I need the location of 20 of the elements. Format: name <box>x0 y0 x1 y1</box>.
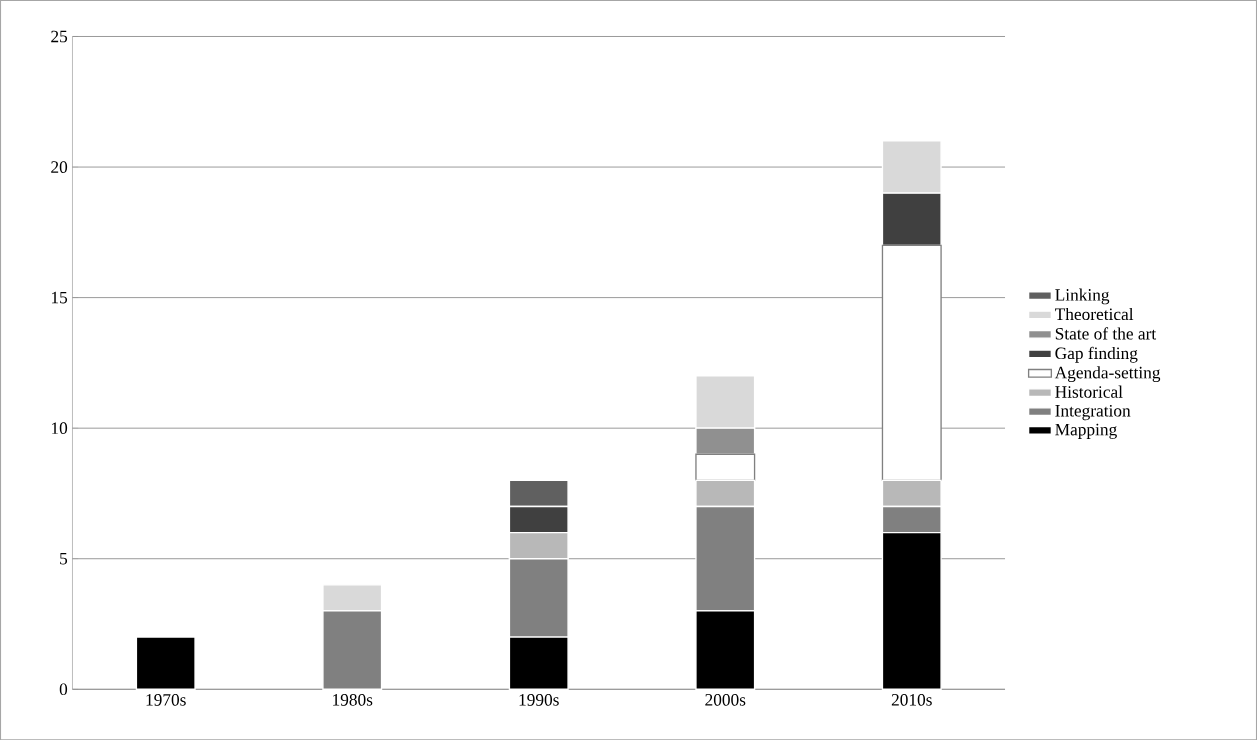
legend-label: Theoretical <box>1055 307 1134 320</box>
legend-label: State of the art <box>1055 327 1157 340</box>
y-tick-label: 10 <box>51 422 68 434</box>
y-tick-label: 0 <box>59 683 68 695</box>
legend-label: Mapping <box>1055 423 1117 439</box>
x-tick-label: 2010s <box>891 693 932 706</box>
legend-label: Historical <box>1055 385 1123 398</box>
legend-label: Linking <box>1055 288 1110 305</box>
y-tick-label: 5 <box>60 552 68 565</box>
x-tick-label: 1970s <box>146 693 186 706</box>
y-tick-label: 15 <box>51 291 68 304</box>
bar <box>135 636 196 690</box>
x-tick-label: 1990s <box>519 693 559 706</box>
y-tick-label: 25 <box>51 30 68 43</box>
x-tick-label: 1980s <box>333 693 373 706</box>
y-tick-label: 20 <box>51 160 68 173</box>
legend-label: Integration <box>1055 404 1131 420</box>
x-tick-label: 2000s <box>705 693 746 706</box>
legend-label: Gap finding <box>1055 346 1138 363</box>
legend-label: Agenda-setting <box>1054 366 1161 382</box>
